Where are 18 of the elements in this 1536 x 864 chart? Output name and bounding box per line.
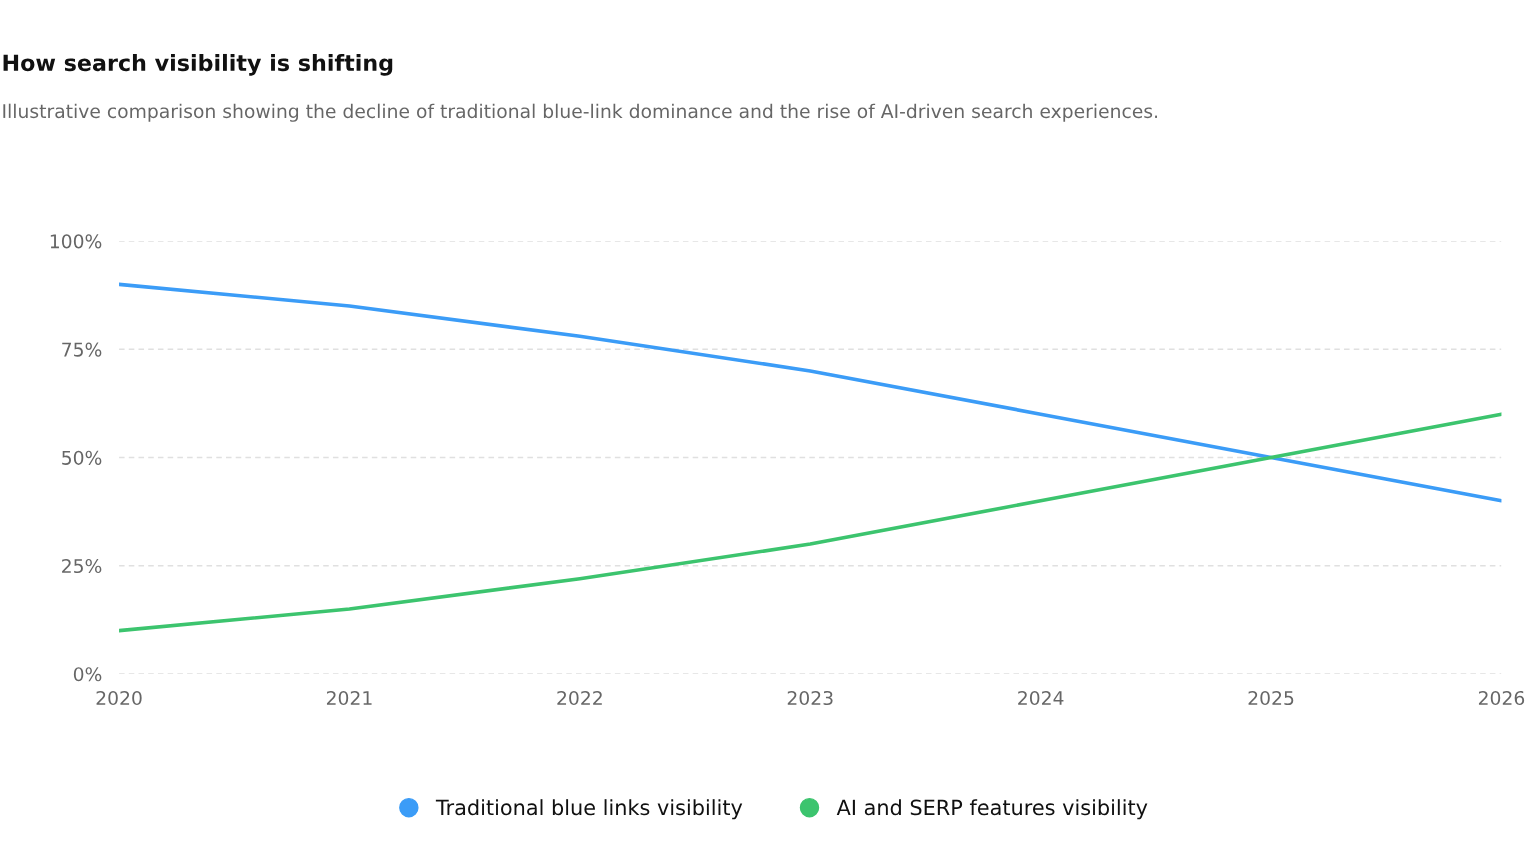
y-tick-label: 75%: [62, 342, 102, 357]
y-tick-label: 0%: [73, 667, 102, 682]
legend-label: Traditional blue links visibility: [435, 799, 743, 820]
y-tick-label: 100%: [50, 234, 102, 249]
x-tick-label: 2021: [326, 690, 372, 706]
y-tick-label: 25%: [62, 558, 102, 574]
x-tick-label: 2022: [557, 690, 602, 706]
chart-subtitle: Illustrative comparison showing the decline of traditional blue-link dominance and the rise of AI-driven search experiences.: [3, 103, 1158, 122]
x-tick-label: 2020: [96, 690, 142, 706]
legend-label: AI and SERP features visibility: [836, 799, 1148, 820]
x-tick-label: 2024: [1018, 690, 1064, 706]
y-tick-label: 50%: [62, 450, 102, 465]
x-tick-label: 2023: [787, 690, 833, 706]
line-series: [119, 412, 1502, 633]
x-tick-label: 2026: [1478, 690, 1525, 706]
chart-title: How search visibility is shifting: [3, 53, 393, 76]
x-tick-label: 2025: [1248, 690, 1294, 706]
line-series: [119, 282, 1502, 503]
